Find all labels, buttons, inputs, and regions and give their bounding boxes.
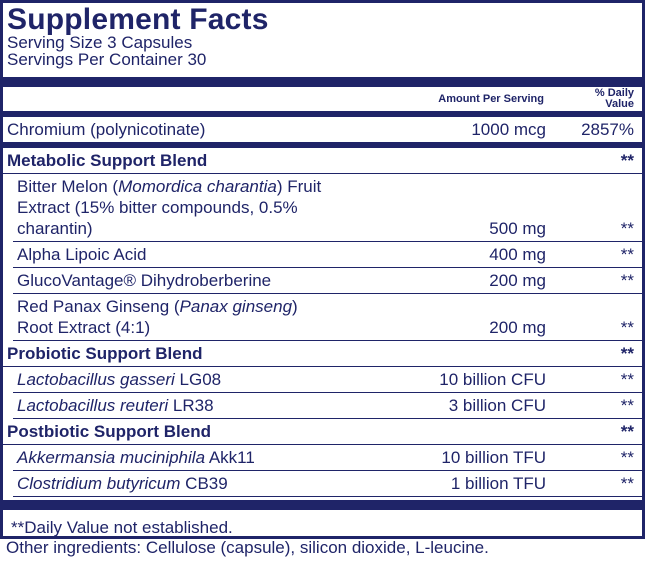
row: GlucoVantage® Dihydroberberine 200 mg **: [13, 268, 642, 294]
name-segment: Extract (15% bitter compounds, 0.5% char…: [17, 198, 298, 238]
ingredient-name: Metabolic Support Blend: [7, 150, 346, 171]
name-segment: Clostridium butyricum: [17, 474, 181, 493]
name-line: Chromium (polynicotinate): [7, 119, 346, 140]
amount: 1000 mcg: [471, 120, 546, 139]
row: Chromium (polynicotinate) 1000 mcg 2857%: [3, 117, 642, 148]
name-line: Clostridium butyricum CB39: [17, 473, 346, 494]
dv-header: % Daily Value: [594, 87, 634, 110]
name-line: Lactobacillus gasseri LG08: [17, 369, 346, 390]
footnote: **Daily Value not established.: [11, 518, 233, 537]
name-segment: GlucoVantage® Dihydroberberine: [17, 271, 272, 290]
row: Metabolic Support Blend **: [3, 148, 642, 174]
serving-size: Serving Size 3 Capsules: [7, 33, 193, 52]
name-segment: Akkermansia muciniphila: [17, 448, 206, 467]
name-line: Bitter Melon (Momordica charantia) Fruit: [17, 176, 346, 197]
name-line: Extract (15% bitter compounds, 0.5% char…: [17, 197, 346, 239]
name-segment: Alpha Lipoic Acid: [17, 245, 147, 264]
ingredient-name: Postbiotic Support Blend: [7, 421, 346, 442]
daily-value: **: [620, 474, 634, 493]
daily-value: **: [620, 318, 634, 337]
name-line: Akkermansia muciniphila Akk11: [17, 447, 346, 468]
amount: 10 billion TFU: [441, 448, 546, 467]
name-segment: Red Panax Ginseng (: [17, 297, 180, 316]
ingredient-name: Probiotic Support Blend: [7, 343, 346, 364]
daily-value: **: [620, 396, 634, 415]
amount: 500 mg: [489, 219, 546, 238]
row: Probiotic Support Blend **: [3, 341, 642, 367]
name-line: Alpha Lipoic Acid: [17, 244, 346, 265]
facts-panel: Supplement Facts Serving Size 3 Capsules…: [0, 0, 645, 539]
amount: 200 mg: [489, 271, 546, 290]
title: Supplement Facts: [7, 3, 269, 36]
name-segment: Panax ginseng: [179, 297, 293, 316]
row: Postbiotic Support Blend **: [3, 419, 642, 445]
daily-value: **: [620, 448, 634, 467]
row: Akkermansia muciniphila Akk11 10 billion …: [13, 445, 642, 471]
name-segment: Bitter Melon (: [17, 177, 119, 196]
amount: 1 billion TFU: [450, 474, 546, 493]
daily-value: 2857%: [581, 120, 634, 139]
ingredient-name: Akkermansia muciniphila Akk11: [17, 447, 346, 468]
ingredient-name: Clostridium butyricum CB39: [17, 473, 346, 494]
row: Red Panax Ginseng (Panax ginseng) Root Ex…: [13, 294, 642, 341]
name-segment: ) Fruit: [276, 177, 322, 196]
row: Clostridium butyricum CB39 1 billion TFU *…: [13, 471, 642, 497]
ingredient-name: Lactobacillus gasseri LG08: [17, 369, 346, 390]
name-segment: Momordica charantia: [118, 177, 277, 196]
daily-value: **: [620, 245, 634, 264]
row: Alpha Lipoic Acid 400 mg **: [13, 242, 642, 268]
amount-header: Amount Per Serving: [438, 92, 544, 105]
row: Lactobacillus reuteri LR38 3 billion CFU *…: [13, 393, 642, 419]
name-line: GlucoVantage® Dihydroberberine: [17, 270, 346, 291]
name-segment: LG08: [174, 370, 222, 389]
amount: 3 billion CFU: [448, 396, 546, 415]
name-line: Metabolic Support Blend: [7, 150, 346, 171]
ingredient-name: Alpha Lipoic Acid: [17, 244, 346, 265]
name-line: Root Extract (4:1): [17, 317, 346, 338]
name-line: Probiotic Support Blend: [7, 343, 346, 364]
daily-value: **: [620, 370, 634, 389]
name-segment: Metabolic Support Blend: [7, 151, 208, 170]
name-segment: Lactobacillus reuteri: [17, 396, 169, 415]
row: Lactobacillus gasseri LG08 10 billion CFU…: [13, 367, 642, 393]
ingredient-name: Chromium (polynicotinate): [7, 119, 346, 140]
name-line: Lactobacillus reuteri LR38: [17, 395, 346, 416]
daily-value: **: [620, 219, 634, 238]
other-ingredients: Other ingredients: Cellulose (capsule), …: [6, 538, 489, 557]
name-segment: Root Extract (4:1): [17, 318, 151, 337]
name-segment: Probiotic Support Blend: [7, 344, 203, 363]
ingredient-name: Red Panax Ginseng (Panax ginseng) Root Ex…: [17, 296, 346, 338]
name-segment: Lactobacillus gasseri: [17, 370, 175, 389]
ingredient-name: Bitter Melon (Momordica charantia) Fruit…: [17, 176, 346, 239]
amount: 10 billion CFU: [439, 370, 546, 389]
divider: [3, 111, 642, 117]
ingredient-name: Lactobacillus reuteri LR38: [17, 395, 346, 416]
daily-value: **: [620, 422, 634, 441]
amount: 200 mg: [489, 318, 546, 337]
name-segment: Chromium (polynicotinate): [7, 120, 206, 139]
ingredient-name: GlucoVantage® Dihydroberberine: [17, 270, 346, 291]
rows: Chromium (polynicotinate) 1000 mcg 2857% Me…: [3, 117, 642, 497]
name-segment: LR38: [168, 396, 214, 415]
name-line: Postbiotic Support Blend: [7, 421, 346, 442]
daily-value: **: [620, 344, 634, 363]
divider: [3, 77, 642, 87]
divider: [3, 500, 642, 510]
name-line: Red Panax Ginseng (Panax ginseng): [17, 296, 346, 317]
name-segment: Akk11: [205, 448, 255, 467]
daily-value: **: [620, 271, 634, 290]
column-header: Amount Per Serving % Daily Value: [3, 87, 642, 111]
name-segment: ): [292, 297, 298, 316]
daily-value: **: [620, 151, 634, 170]
servings-per-container: Servings Per Container 30: [7, 50, 207, 69]
name-segment: CB39: [180, 474, 228, 493]
row: Bitter Melon (Momordica charantia) Fruit…: [13, 174, 642, 242]
name-segment: Postbiotic Support Blend: [7, 422, 211, 441]
amount: 400 mg: [489, 245, 546, 264]
